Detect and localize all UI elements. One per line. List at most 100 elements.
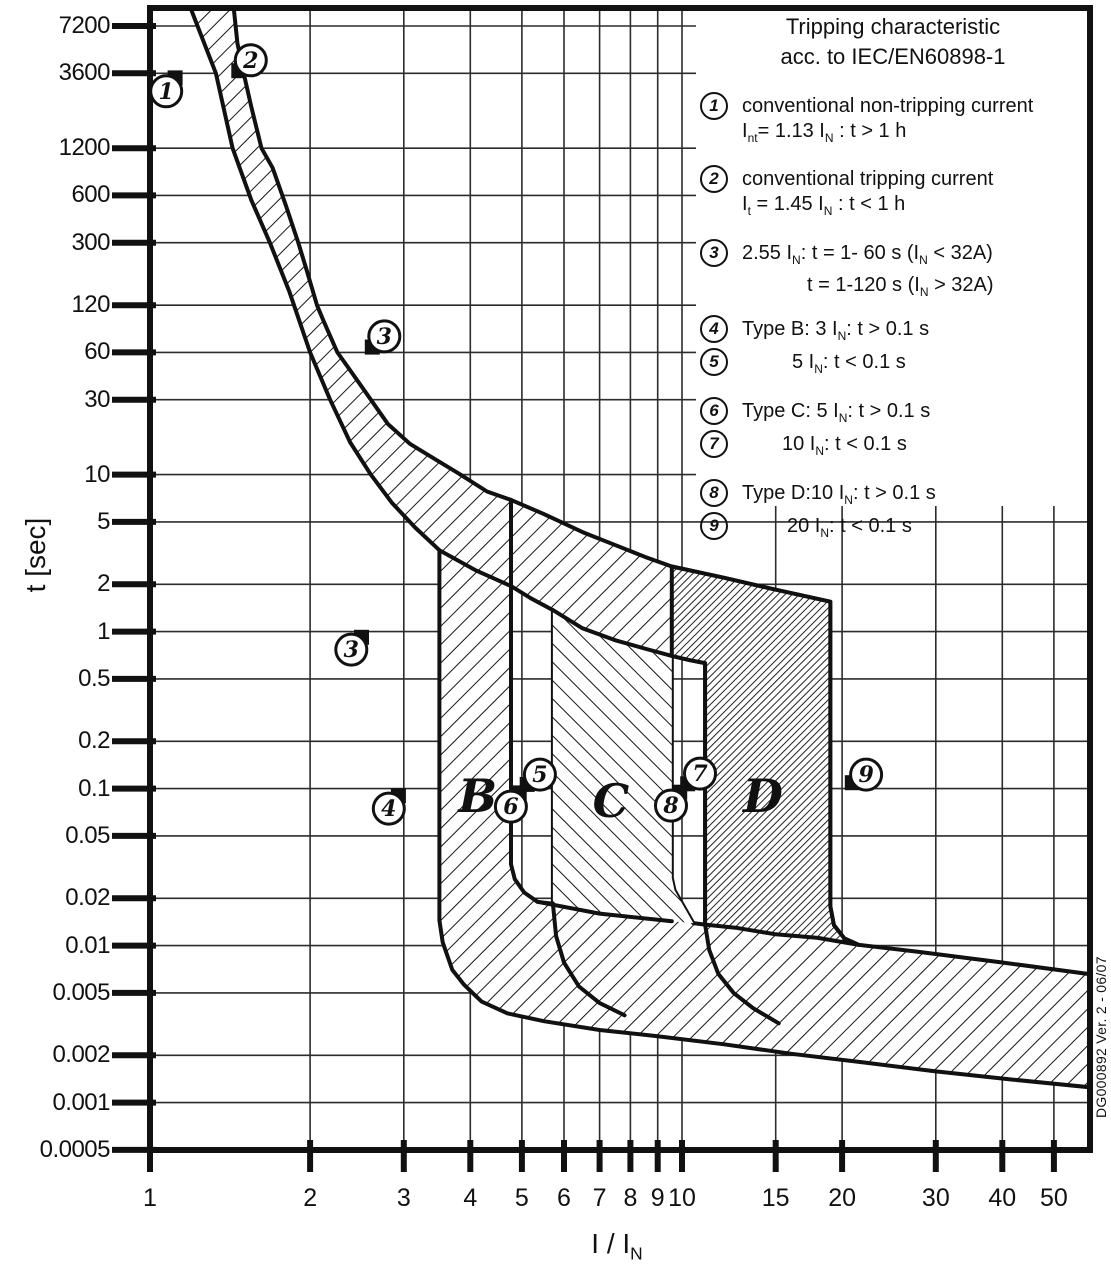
x-tick-label-6: 6: [557, 1184, 571, 1212]
legend-item-text: 2.55 IN: t = 1- 60 s (IN < 32A) t = 1-120…: [742, 241, 994, 305]
legend-item-number-icon: 4: [700, 315, 728, 343]
y-tick-label-0.005: 0.005: [52, 978, 110, 1006]
chart-marker-8-8: 8: [654, 784, 688, 823]
marker-number: 6: [503, 794, 518, 820]
marker-number: 9: [858, 762, 873, 788]
legend-item-line: 2.55 IN: t = 1- 60 s (IN < 32A): [742, 242, 993, 267]
y-tick-label-3600: 3600: [58, 59, 111, 87]
y-tick-label-0.001: 0.001: [52, 1088, 110, 1116]
legend-item-text: Type B: 3 IN: t > 0.1 s: [742, 317, 929, 349]
legend-item-number-icon: 2: [700, 165, 728, 193]
legend-item-number-icon: 8: [700, 479, 728, 507]
x-tick-label-1: 1: [143, 1184, 157, 1212]
marker-number: 1: [159, 79, 174, 105]
x-tick-label-50: 50: [1039, 1184, 1068, 1212]
x-tick-label-3: 3: [396, 1184, 411, 1212]
x-tick-label-15: 15: [761, 1184, 790, 1212]
legend-item-3: 3 2.55 IN: t = 1- 60 s (IN < 32A) t = 1-12…: [700, 239, 1092, 305]
x-tick-label-4: 4: [463, 1184, 478, 1212]
legend: Tripping characteristic acc. to IEC/EN60…: [700, 12, 1092, 546]
marker-number: 8: [662, 793, 678, 819]
boundary-curve-3: [550, 901, 627, 1018]
y-tick-label-1200: 1200: [58, 134, 111, 162]
marker-number: 2: [242, 48, 258, 74]
y-tick-label-30: 30: [84, 385, 110, 413]
marker-circle: [493, 789, 528, 824]
boundary-curve-0: [437, 548, 513, 589]
y-tick-label-300: 300: [71, 228, 110, 256]
legend-item-number-icon: 9: [700, 512, 728, 540]
marker-circle: [849, 757, 884, 792]
legend-item-line: t = 1-120 s (IN > 32A): [807, 274, 994, 299]
legend-item-9: 9 20 IN: t < 0.1 s: [700, 512, 1092, 546]
y-tick-label-5: 5: [97, 507, 110, 535]
y-tick-label-0.1: 0.1: [78, 774, 110, 802]
type-d-band: [669, 564, 861, 947]
y-tick-label-7200: 7200: [58, 12, 111, 39]
legend-background: [696, 10, 1088, 506]
boundary-curve-1: [550, 608, 674, 658]
legend-title-line2: acc. to IEC/EN60898-1: [780, 44, 1006, 69]
marker-number: 4: [381, 796, 396, 822]
marker-circle: [654, 788, 688, 823]
legend-item-6: 6 Type C: 5 IN: t > 0.1 s: [700, 397, 1092, 431]
legend-item-number-icon: 1: [700, 92, 728, 120]
legend-item-2: 2 conventional tripping current It = 1.45 …: [700, 165, 1092, 224]
chart-marker-6-6: 6: [493, 785, 528, 824]
legend-item-line: Type B: 3 IN: t > 0.1 s: [742, 318, 930, 343]
x-tick-label-5: 5: [514, 1184, 529, 1212]
boundary-curve-4: [703, 922, 781, 1026]
marker-number: 7: [692, 761, 708, 787]
x-tick-label-8: 8: [623, 1184, 638, 1212]
x-tick-label-2: 2: [303, 1184, 318, 1212]
y-tick-label-0.02: 0.02: [65, 884, 110, 912]
chart-marker-5-5: 5: [519, 757, 557, 792]
legend-item-line: Type D:10 IN: t > 0.1 s: [742, 482, 936, 507]
legend-item-text: 20 IN: t < 0.1 s: [742, 514, 912, 546]
marker-circle: [367, 319, 402, 354]
axis-ticks-layer: [112, 23, 1057, 1172]
y-tick-label-0.0005: 0.0005: [39, 1135, 111, 1163]
marker-number: 5: [532, 762, 547, 788]
legend-item-text: Type C: 5 IN: t > 0.1 s: [742, 399, 930, 431]
marker-circle: [334, 632, 369, 667]
legend-items: 1 conventional non-tripping current Int= 1…: [700, 92, 1092, 546]
legend-item-number-icon: 6: [700, 397, 728, 425]
type-c-band-hatch: [537, 610, 694, 924]
legend-item-number-icon: 3: [700, 239, 728, 267]
y-tick-label-1: 1: [97, 617, 110, 645]
legend-title-line1: Tripping characteristic: [785, 14, 1001, 39]
legend-item-text: 10 IN: t < 0.1 s: [742, 432, 907, 464]
plot-border: [147, 5, 1093, 1153]
legend-item-line: Int= 1.13 IN : t > 1 h: [742, 120, 907, 145]
chart-marker-3-3: 3: [334, 629, 369, 667]
legend-item-line: 10 IN: t < 0.1 s: [782, 433, 907, 458]
marker-circle: [149, 74, 184, 109]
chart-marker-9-9: 9: [844, 757, 884, 792]
x-tick-label-40: 40: [988, 1184, 1017, 1212]
tripping-bands-layer: B C D: [188, 8, 1090, 1090]
x-axis-title: I / IN: [591, 1228, 643, 1264]
legend-item-line: conventional tripping current: [742, 168, 994, 190]
y-tick-label-0.002: 0.002: [52, 1041, 110, 1069]
document-reference-sidenote: DG000892 Ver. 2 - 06/07: [1093, 956, 1109, 1118]
y-tick-label-0.2: 0.2: [78, 727, 110, 755]
band-label-C: C: [593, 774, 630, 828]
legend-item-text: Type D:10 IN: t > 0.1 s: [742, 481, 936, 513]
x-tick-label-20: 20: [828, 1184, 857, 1212]
y-tick-label-120: 120: [71, 291, 110, 319]
legend-item-7: 7 10 IN: t < 0.1 s: [700, 430, 1092, 464]
marker-number: 3: [344, 637, 359, 663]
band-label-B: B: [456, 769, 497, 823]
x-tick-label-10: 10: [668, 1184, 696, 1212]
legend-item-4: 4 Type B: 3 IN: t > 0.1 s: [700, 315, 1092, 349]
y-tick-label-600: 600: [71, 181, 110, 209]
band-label-D: D: [741, 769, 783, 823]
legend-item-number-icon: 7: [700, 430, 728, 458]
chart-marker-4-4: 4: [371, 788, 406, 826]
x-tick-label-7: 7: [592, 1184, 607, 1212]
legend-item-8: 8 Type D:10 IN: t > 0.1 s: [700, 479, 1092, 513]
marker-circle: [683, 756, 717, 791]
legend-item-1: 1 conventional non-tripping current Int= 1…: [700, 92, 1092, 151]
